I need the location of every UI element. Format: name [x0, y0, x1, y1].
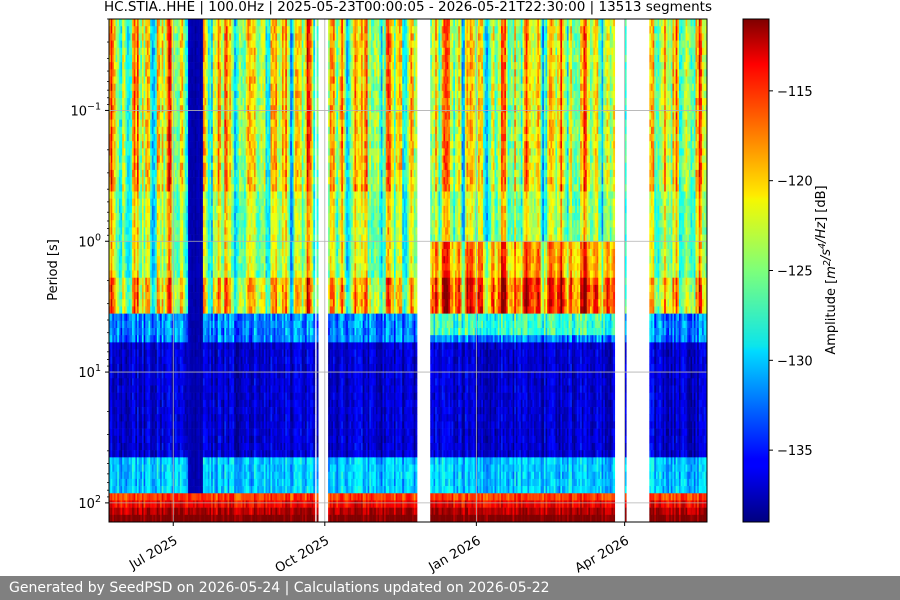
chart-title: HC.STIA..HHE | 100.0Hz | 2025-05-23T00:0…	[104, 0, 712, 15]
spectrogram-heatmap	[109, 19, 707, 522]
